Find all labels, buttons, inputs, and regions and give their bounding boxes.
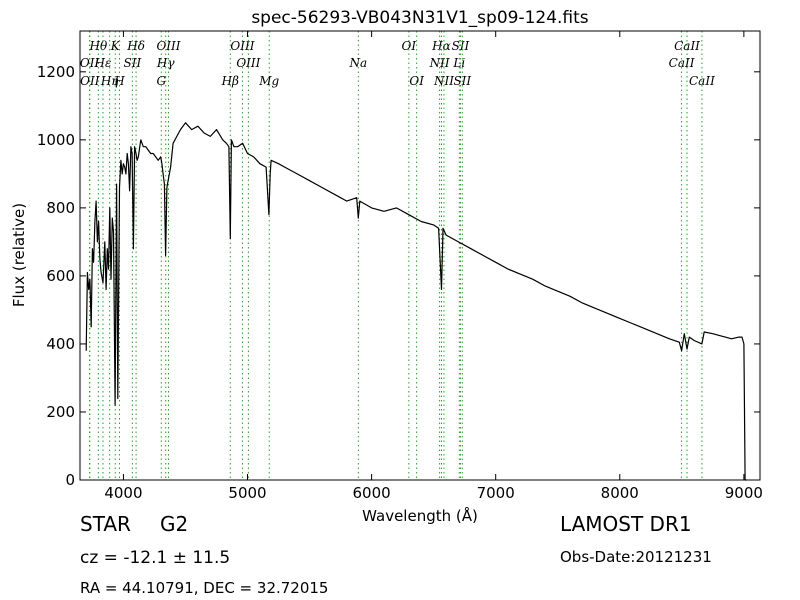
line-label-1: K — [110, 39, 121, 53]
y-tick-label-5: 1000 — [37, 131, 75, 149]
line-label-12: Hγ — [156, 56, 175, 70]
line-label-8: CaII — [674, 39, 700, 53]
x-tick-label-1: 5000 — [228, 484, 266, 502]
line-label-0: Hθ — [89, 39, 108, 53]
line-label-4: OIII — [230, 39, 254, 53]
line-label-16: Na — [349, 56, 368, 70]
line-label-20: H — [113, 74, 125, 88]
object-subclass: G2 — [160, 512, 189, 536]
chart-title: spec-56293-VB043N31V1_sp09-124.fits — [251, 8, 588, 28]
y-tick-label-2: 400 — [46, 335, 75, 353]
x-tick-label-0: 4000 — [104, 484, 142, 502]
y-axis-label: Flux (relative) — [10, 203, 28, 307]
x-tick-label-5: 9000 — [725, 484, 763, 502]
spectrum-line-0 — [85, 122, 747, 481]
x-tick-label-3: 7000 — [477, 484, 515, 502]
axis-ticks: 4000 5000 6000 7000 8000 9000 0 200 400 600 800 100… — [37, 31, 763, 502]
line-label-7: SII — [452, 39, 470, 53]
line-label-13: OIII — [236, 56, 260, 70]
line-label-11: SII — [124, 56, 142, 70]
survey-name: LAMOST DR1 — [560, 512, 692, 536]
line-label-27: CaII — [689, 74, 715, 88]
line-label-17: CaII — [669, 56, 695, 70]
y-tick-label-1: 200 — [46, 403, 75, 421]
line-label-22: Hβ — [221, 74, 239, 88]
y-tick-label-6: 1200 — [37, 63, 75, 81]
line-label-26: SII — [453, 74, 471, 88]
line-label-3: OIII — [156, 39, 180, 53]
y-tick-label-3: 600 — [46, 267, 75, 285]
y-tick-label-0: 0 — [65, 471, 75, 489]
plot-frame — [79, 30, 761, 481]
y-tick-label-4: 800 — [46, 199, 75, 217]
x-axis-label: Wavelength (Å) — [362, 506, 478, 525]
line-label-10: Hε — [94, 56, 112, 70]
x-tick-label-4: 8000 — [601, 484, 639, 502]
series-layer — [85, 122, 747, 481]
line-label-2: Hδ — [126, 39, 145, 53]
line-label-14: NII — [429, 56, 450, 70]
object-class: STAR — [80, 512, 131, 536]
ra-dec: RA = 44.10791, DEC = 32.72015 — [80, 579, 329, 597]
x-tick-label-2: 6000 — [353, 484, 391, 502]
line-label-21: G — [156, 74, 166, 88]
line-label-6: Hα — [431, 39, 451, 53]
observation-date: Obs-Date:20121231 — [560, 548, 712, 566]
line-label-25: NII — [433, 74, 454, 88]
line-label-19: Hη — [100, 74, 119, 88]
line-label-18: OII — [80, 74, 100, 88]
line-label-5: OI — [402, 39, 417, 53]
line-label-24: OI — [409, 74, 424, 88]
line-label-23: Mg — [258, 74, 279, 88]
redshift-cz: cz = -12.1 ± 11.5 — [80, 548, 231, 568]
line-label-15: Li — [452, 56, 465, 70]
